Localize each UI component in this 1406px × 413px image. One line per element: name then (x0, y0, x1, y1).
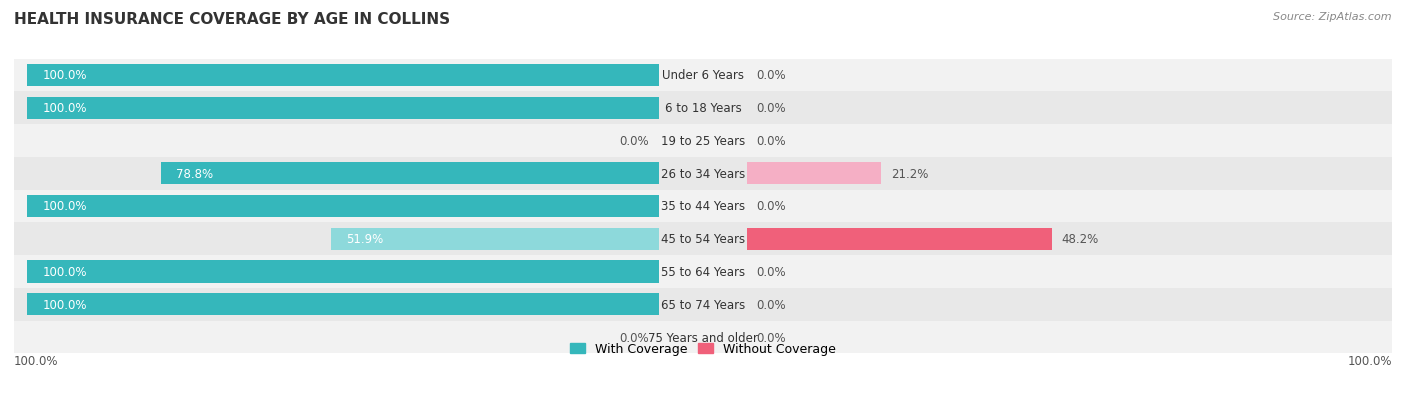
Text: 0.0%: 0.0% (620, 135, 650, 147)
Text: 100.0%: 100.0% (42, 69, 87, 82)
Text: 0.0%: 0.0% (756, 331, 786, 344)
Text: 6 to 18 Years: 6 to 18 Years (665, 102, 741, 115)
Bar (14, 92, 1392, 125)
Legend: With Coverage, Without Coverage: With Coverage, Without Coverage (565, 337, 841, 361)
Text: 0.0%: 0.0% (756, 298, 786, 311)
Text: 100.0%: 100.0% (42, 266, 87, 278)
Text: 26 to 34 Years: 26 to 34 Years (661, 167, 745, 180)
Bar (14, 256, 1392, 288)
Bar (27, 97, 659, 119)
Bar (747, 228, 1052, 250)
Bar (14, 288, 1392, 321)
Text: 35 to 44 Years: 35 to 44 Years (661, 200, 745, 213)
Text: 100.0%: 100.0% (42, 200, 87, 213)
Bar (330, 228, 659, 250)
Bar (27, 64, 659, 87)
Text: Under 6 Years: Under 6 Years (662, 69, 744, 82)
Bar (14, 59, 1392, 92)
Text: 100.0%: 100.0% (14, 354, 59, 367)
Text: 75 Years and older: 75 Years and older (648, 331, 758, 344)
Text: 78.8%: 78.8% (177, 167, 214, 180)
Bar (27, 195, 659, 218)
Text: 0.0%: 0.0% (756, 102, 786, 115)
Bar (14, 223, 1392, 256)
Text: 55 to 64 Years: 55 to 64 Years (661, 266, 745, 278)
Text: 0.0%: 0.0% (756, 135, 786, 147)
Text: 45 to 54 Years: 45 to 54 Years (661, 233, 745, 246)
Bar (747, 163, 882, 185)
Text: 48.2%: 48.2% (1062, 233, 1098, 246)
Bar (14, 157, 1392, 190)
Text: 19 to 25 Years: 19 to 25 Years (661, 135, 745, 147)
Text: 100.0%: 100.0% (42, 102, 87, 115)
Bar (14, 321, 1392, 354)
Text: HEALTH INSURANCE COVERAGE BY AGE IN COLLINS: HEALTH INSURANCE COVERAGE BY AGE IN COLL… (14, 12, 450, 27)
Bar (27, 294, 659, 316)
Bar (14, 125, 1392, 157)
Text: 21.2%: 21.2% (891, 167, 928, 180)
Text: 100.0%: 100.0% (1347, 354, 1392, 367)
Bar (27, 261, 659, 283)
Text: 0.0%: 0.0% (756, 200, 786, 213)
Text: 100.0%: 100.0% (42, 298, 87, 311)
Text: 51.9%: 51.9% (346, 233, 384, 246)
Text: 65 to 74 Years: 65 to 74 Years (661, 298, 745, 311)
Text: 0.0%: 0.0% (756, 69, 786, 82)
Bar (160, 163, 659, 185)
Text: Source: ZipAtlas.com: Source: ZipAtlas.com (1274, 12, 1392, 22)
Text: 0.0%: 0.0% (756, 266, 786, 278)
Text: 0.0%: 0.0% (620, 331, 650, 344)
Bar (14, 190, 1392, 223)
